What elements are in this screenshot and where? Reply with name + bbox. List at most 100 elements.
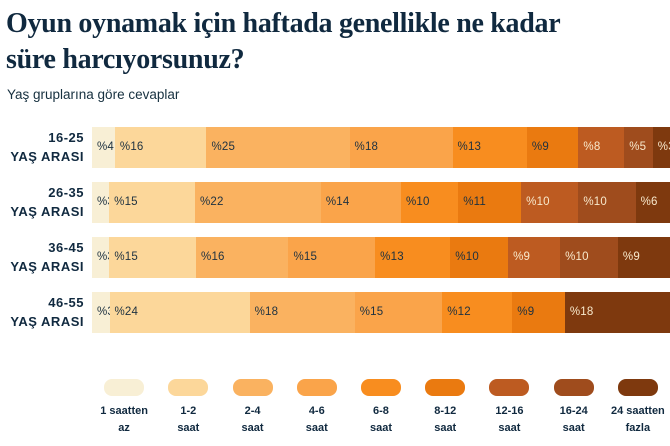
legend-label-line2: saat: [241, 421, 264, 434]
row-group-suffix: YAŞ ARASI: [10, 204, 84, 220]
row-group-suffix: YAŞ ARASI: [10, 149, 84, 165]
legend-label: 6-8 saat: [370, 403, 392, 437]
legend-label: 1 saatten az: [100, 403, 148, 437]
legend-label-line1: 6-8: [373, 404, 389, 417]
legend-item: 6-8 saat: [349, 378, 413, 437]
row-group-suffix: YAŞ ARASI: [10, 259, 84, 275]
legend-label-line2: saat: [369, 421, 392, 434]
legend-swatch: [360, 378, 401, 396]
chart-title: Oyun oynamak için haftada genellikle ne …: [6, 8, 560, 75]
row-group-label: 46-55 YAŞ ARASI: [0, 293, 84, 332]
bar-segment: %15: [354, 291, 443, 333]
legend-label: 8-12 saat: [434, 403, 456, 437]
row-group-label: 26-35 YAŞ ARASI: [0, 183, 84, 222]
stacked-bar: %4%16%25%18%13%9%8%5%3: [92, 126, 670, 168]
legend-swatch: [553, 378, 594, 396]
bar-segment: %9: [617, 236, 670, 278]
legend-label-line2: az: [118, 421, 130, 434]
legend-label: 4-6 saat: [306, 403, 328, 437]
stacked-bar: %3%15%16%15%13%10%9%10%9: [92, 236, 670, 278]
legend-swatch: [104, 378, 145, 396]
stacked-bar: %3%15%22%14%10%11%10%10%6: [92, 181, 670, 223]
bar-segment: %12: [442, 291, 513, 333]
legend-label-line1: 1 saatten: [100, 404, 148, 417]
bar-segment: %10: [450, 236, 509, 278]
legend-swatch: [168, 378, 209, 396]
bar-segment: %10: [560, 236, 618, 278]
legend-label-line2: saat: [434, 421, 457, 434]
row-group-label: 16-25 YAŞ ARASI: [0, 128, 84, 167]
bar-segment: %22: [194, 181, 321, 223]
legend-swatch: [489, 378, 530, 396]
legend-swatch: [232, 378, 273, 396]
bar-segment: %25: [206, 126, 350, 168]
bar-segment: %10: [578, 181, 636, 223]
bar-segment: %15: [109, 181, 195, 223]
bar-segment: %16: [114, 126, 207, 168]
legend-label-line1: 16-24: [559, 404, 588, 417]
legend-swatch: [425, 378, 466, 396]
bar-segment: %14: [320, 181, 401, 223]
legend-item: 12-16 saat: [477, 378, 541, 437]
legend-label-line1: 2-4: [244, 404, 261, 417]
legend-item: 2-4 saat: [220, 378, 284, 437]
row-group-suffix: YAŞ ARASI: [10, 314, 84, 330]
legend-item: 16-24 saat: [542, 378, 606, 437]
legend-item: 8-12 saat: [413, 378, 477, 437]
row-group-label: 36-45 YAŞ ARASI: [0, 238, 84, 277]
bar-segment: %18: [249, 291, 355, 333]
stacked-bar: %3%24%18%15%12%9%18: [92, 291, 670, 333]
legend-item: 1-2 saat: [156, 378, 220, 437]
bar-segment: %10: [521, 181, 579, 223]
legend-label-line1: 1-2: [180, 404, 197, 417]
bar-segment: %11: [458, 181, 522, 223]
bar-segment: %15: [109, 236, 197, 278]
bar-segment: %5: [624, 126, 653, 168]
bar-segment: %24: [109, 291, 250, 333]
legend-label-line2: fazla: [625, 421, 651, 434]
row-group-range: 16-25: [48, 129, 84, 145]
legend-label: 2-4 saat: [242, 403, 264, 437]
legend-label-line2: saat: [177, 421, 200, 434]
chart-row: 16-25 YAŞ ARASI %4%16%25%18%13%9%8%5%3: [0, 126, 670, 168]
bar-segment: %3: [92, 236, 110, 278]
legend-label-line1: 12-16: [495, 404, 524, 417]
legend-label-line2: saat: [498, 421, 521, 434]
bar-segment: %16: [196, 236, 289, 278]
survey-chart-page: Oyun oynamak için haftada genellikle ne …: [0, 6, 670, 446]
legend-label: 12-16 saat: [495, 403, 523, 437]
bar-segment: %13: [375, 236, 451, 278]
legend-label-line2: saat: [562, 421, 585, 434]
bar-segment: %3: [92, 291, 110, 333]
legend-label-line1: 24 saatten: [610, 404, 665, 417]
legend-label: 1-2 saat: [177, 403, 199, 437]
legend-label-line1: 4-6: [308, 404, 325, 417]
legend-item: 1 saatten az: [92, 378, 156, 437]
legend-label-line2: saat: [305, 421, 328, 434]
bar-segment: %15: [288, 236, 376, 278]
legend-item: 24 saatten fazla: [606, 378, 670, 437]
legend-label: 16-24 saat: [560, 403, 588, 437]
chart-legend: 1 saatten az 1-2 saat 2-4 saat 4-6 saat 6-8 saat 8…: [92, 378, 670, 437]
row-group-range: 46-55: [48, 294, 84, 310]
legend-label-line1: 8-12: [434, 404, 457, 417]
bar-segment: %9: [508, 236, 561, 278]
bar-segment: %8: [578, 126, 625, 168]
row-group-range: 26-35: [48, 184, 84, 200]
row-group-range: 36-45: [48, 239, 84, 255]
legend-label: 24 saatten fazla: [611, 403, 665, 437]
bar-segment: %6: [635, 181, 670, 223]
bar-segment: %3: [652, 126, 670, 168]
legend-swatch: [617, 378, 658, 396]
bar-segment: %18: [349, 126, 453, 168]
bar-segment: %18: [564, 291, 670, 333]
bar-segment: %4: [92, 126, 115, 168]
legend-swatch: [296, 378, 337, 396]
bar-segment: %3: [92, 181, 110, 223]
bar-segment: %13: [452, 126, 527, 168]
bar-segment: %9: [512, 291, 565, 333]
chart-subtitle: Yaş gruplarına göre cevaplar: [7, 86, 180, 102]
